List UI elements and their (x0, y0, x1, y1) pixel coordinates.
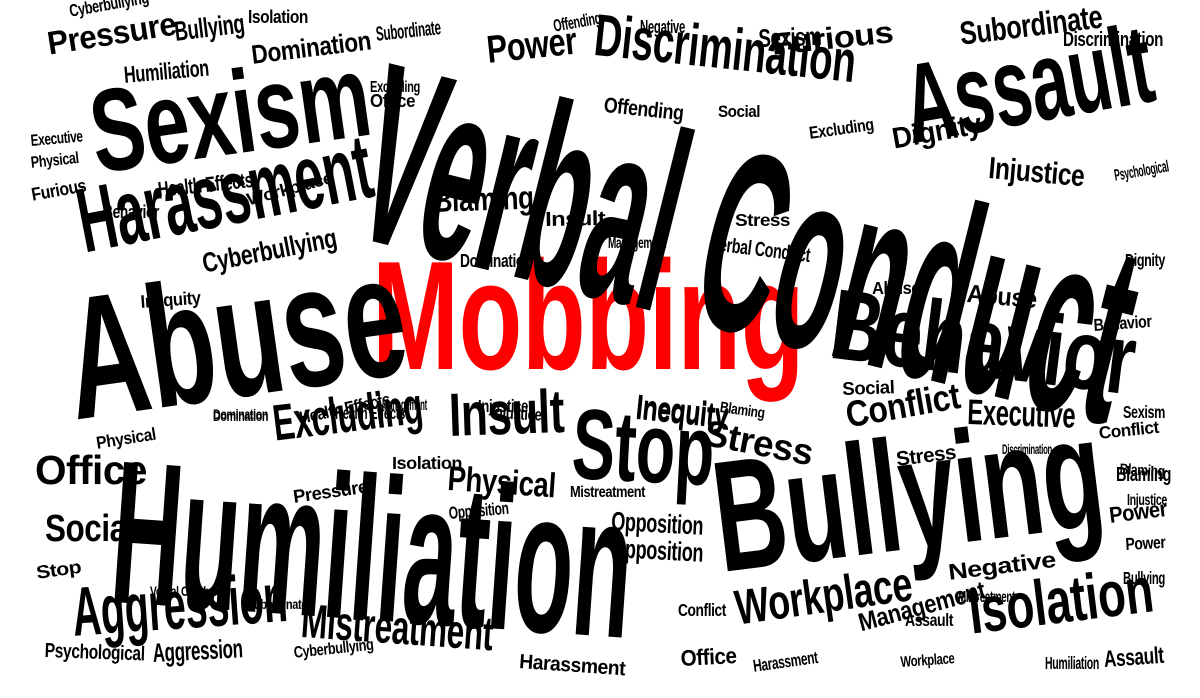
word-injustice: Injustice (478, 396, 529, 416)
word-management: Management (382, 397, 427, 414)
word-humiliation: Humiliation (1045, 653, 1100, 673)
word-domination: Domination (213, 409, 269, 425)
word-abuse: Abuse (965, 280, 1038, 315)
word-domination: Domination (213, 407, 269, 423)
word-aggression: Aggression (151, 633, 244, 668)
word-behavior: Behavior (1092, 310, 1153, 335)
word-executive: Executive (29, 127, 84, 150)
word-conflict: Conflict (678, 600, 726, 620)
word-opposition: Opposition (610, 533, 704, 568)
word-social: Social (718, 103, 760, 121)
word-negative: Negative (640, 16, 685, 37)
word-verbal-conduct: Verbal Conduct (150, 584, 221, 600)
word-workplace: Workplace (899, 650, 955, 671)
word-executive: Executive (966, 392, 1077, 436)
word-bullying: Bullying (172, 7, 246, 47)
word-injustice: Injustice (1127, 492, 1168, 509)
word-domination: Domination (460, 250, 532, 271)
word-inequity: Inequity (139, 286, 202, 312)
word-power: Power (1107, 495, 1169, 528)
word-blaming: Blaming (1119, 461, 1166, 481)
word-isolation: Isolation (392, 453, 463, 473)
word-assault: Assault (1102, 641, 1165, 672)
word-isolation: Isolation (248, 6, 308, 27)
word-social: Social (45, 507, 135, 549)
word-psychological: Psychological (1112, 157, 1171, 185)
word-subordinate: Subordinate (247, 597, 307, 613)
word-dignity: Dignity (1125, 250, 1165, 270)
word-office: Office (370, 90, 416, 111)
word-injustice: Injustice (987, 151, 1086, 194)
word-social: Social (841, 376, 895, 399)
word-sexism: Sexism (1123, 402, 1166, 422)
word-conflict: Conflict (1097, 416, 1160, 443)
word-office: Office (679, 643, 738, 671)
word-excluding: Excluding (370, 79, 421, 96)
word-physical: Physical (29, 148, 80, 172)
word-discrimination: Discrimination (1063, 29, 1164, 51)
word-assault: Assault (905, 610, 953, 630)
word-pressure: Pressure (44, 4, 179, 62)
word-stress: Stress (735, 210, 791, 230)
word-bullying: Bullying (1123, 568, 1166, 588)
word-management: Management (608, 235, 666, 252)
word-mistreatment: Mistreatment (570, 484, 646, 501)
word-abuse: Abuse (872, 278, 920, 298)
word-blaming: Blaming (432, 178, 535, 219)
word-health-effects: Health Effects (335, 403, 406, 423)
word-sexism: Sexism (757, 22, 822, 53)
word-mobbing: Mobbing (372, 229, 805, 402)
word-power: Power (1124, 531, 1166, 554)
word-insult: Insult (544, 207, 606, 231)
word-office: Office (35, 447, 147, 493)
word-blaming: Blaming (1116, 464, 1172, 486)
word-discrimination: Discrimination (1002, 442, 1053, 458)
word-harassment: Harassment (751, 646, 819, 676)
word-psychological: Psychological (44, 640, 146, 666)
word-mistreatment: Mistreatment (958, 589, 1016, 606)
word-behavior: Behavior (103, 201, 160, 222)
